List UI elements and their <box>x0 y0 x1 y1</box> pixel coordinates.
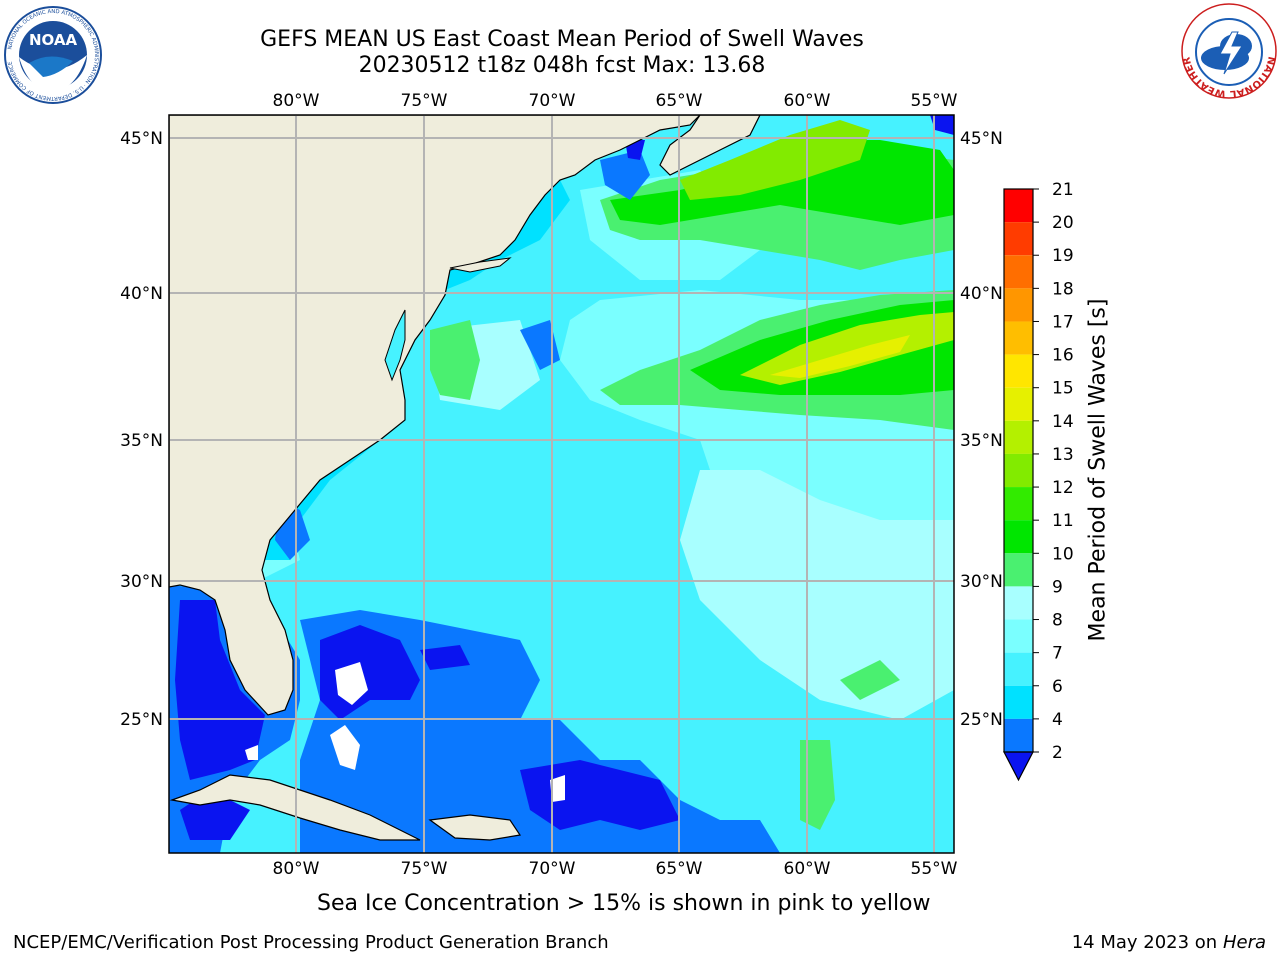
lon-labels-bottom: 80°W 75°W 70°W 65°W 60°W 55°W <box>273 859 958 879</box>
colorbar-tick-label: 8 <box>1052 611 1063 631</box>
map-frame-content <box>169 115 954 853</box>
colorbar-tick-label: 11 <box>1052 511 1074 531</box>
colorbar-segment <box>1004 652 1033 686</box>
lat-label: 30°N <box>960 572 1003 592</box>
lat-label: 25°N <box>120 710 163 730</box>
colorbar-segment <box>1004 487 1033 521</box>
colorbar-extend-arrow <box>1003 751 1034 782</box>
colorbar-segment <box>1004 255 1033 289</box>
colorbar-segment <box>1004 553 1033 587</box>
colorbar-tick-label: 20 <box>1052 213 1074 233</box>
colorbar-segment <box>1004 288 1033 322</box>
lon-labels-top: 80°W 75°W 70°W 65°W 60°W 55°W <box>273 91 958 111</box>
colorbar-tick-label: 15 <box>1052 379 1074 399</box>
lat-labels-left: 45°N 40°N 35°N 30°N 25°N <box>120 129 163 730</box>
colorbar-tick-label: 17 <box>1052 312 1074 332</box>
lon-label: 80°W <box>273 859 320 879</box>
nws-logo: NATIONAL WEATHER SERVICE <box>1180 2 1277 99</box>
noaa-logo: NOAA NATIONAL OCEANIC AND ATMOSPHERIC AD… <box>4 6 102 104</box>
colorbar-segment <box>1004 619 1033 653</box>
forecast-info: 20230512 t18z 048h fcst Max: 13.68 <box>358 53 766 78</box>
colorbar-border <box>1003 188 1034 753</box>
host-name: Hera <box>1222 932 1266 953</box>
lon-label: 70°W <box>529 91 576 111</box>
colorbar-segment <box>1004 420 1033 454</box>
colorbar-segment <box>1004 222 1033 256</box>
lat-label: 35°N <box>960 431 1003 451</box>
lat-label: 30°N <box>120 572 163 592</box>
lon-label: 60°W <box>784 91 831 111</box>
noaa-logo-text: NOAA <box>29 31 78 49</box>
colorbar-tick-label: 14 <box>1052 412 1074 432</box>
colorbar-tick-label: 7 <box>1052 644 1063 664</box>
lon-label: 75°W <box>401 91 448 111</box>
lon-label: 75°W <box>401 859 448 879</box>
colorbar-tick-label: 21 <box>1052 180 1074 200</box>
lon-label: 80°W <box>273 91 320 111</box>
lat-label: 25°N <box>960 710 1003 730</box>
lat-label: 45°N <box>120 129 163 149</box>
colorbar-tick-label: 2 <box>1052 743 1063 763</box>
colorbar-segment <box>1004 520 1033 554</box>
colorbar-segment <box>1004 354 1033 388</box>
colorbar-tick-label: 10 <box>1052 544 1074 564</box>
colorbar-segment <box>1004 189 1033 223</box>
colorbar-tick-label: 9 <box>1052 577 1063 597</box>
lat-label: 45°N <box>960 129 1003 149</box>
colorbar-segment <box>1004 718 1033 752</box>
colorbar-tick-label: 13 <box>1052 445 1074 465</box>
colorbar-tick-label: 4 <box>1052 710 1063 730</box>
colorbar-tick-label: 18 <box>1052 279 1074 299</box>
lon-label: 60°W <box>784 859 831 879</box>
colorbar-segment <box>1004 586 1033 620</box>
colorbar-segment <box>1004 387 1033 421</box>
lon-label: 65°W <box>656 859 703 879</box>
graticule <box>169 115 954 853</box>
colorbar-label: Mean Period of Swell Waves [s] <box>1085 298 1111 642</box>
map-title: GEFS MEAN US East Coast Mean Period of S… <box>260 27 864 52</box>
colorbar-segment <box>1004 453 1033 488</box>
lat-label: 35°N <box>120 431 163 451</box>
lon-label: 70°W <box>529 859 576 879</box>
generation-date: 14 May 2023 on Hera <box>1072 932 1266 953</box>
producer-credit: NCEP/EMC/Verification Post Processing Pr… <box>13 932 609 953</box>
lon-label: 55°W <box>911 91 958 111</box>
lon-label: 55°W <box>911 859 958 879</box>
lat-label: 40°N <box>120 284 163 304</box>
generation-date-text: 14 May 2023 on <box>1071 932 1218 953</box>
colorbar-tick-label: 6 <box>1052 677 1063 697</box>
colorbar-segment <box>1004 685 1033 719</box>
colorbar-segment <box>1004 321 1033 355</box>
lat-label: 40°N <box>960 284 1003 304</box>
colorbar-tick-label: 19 <box>1052 246 1074 266</box>
colorbar-tick-label: 16 <box>1052 346 1074 366</box>
map-border <box>168 114 955 854</box>
colorbar: 2 4 6 7 8 9 10 11 12 13 14 15 16 17 18 19 20 21 <box>1003 180 1074 782</box>
colorbar-tick-label: 12 <box>1052 478 1074 498</box>
sea-ice-note: Sea Ice Concentration > 15% is shown in … <box>317 891 931 916</box>
lon-label: 65°W <box>656 91 703 111</box>
swell-period-field <box>169 115 954 853</box>
lat-labels-right: 45°N 40°N 35°N 30°N 25°N <box>960 129 1003 730</box>
